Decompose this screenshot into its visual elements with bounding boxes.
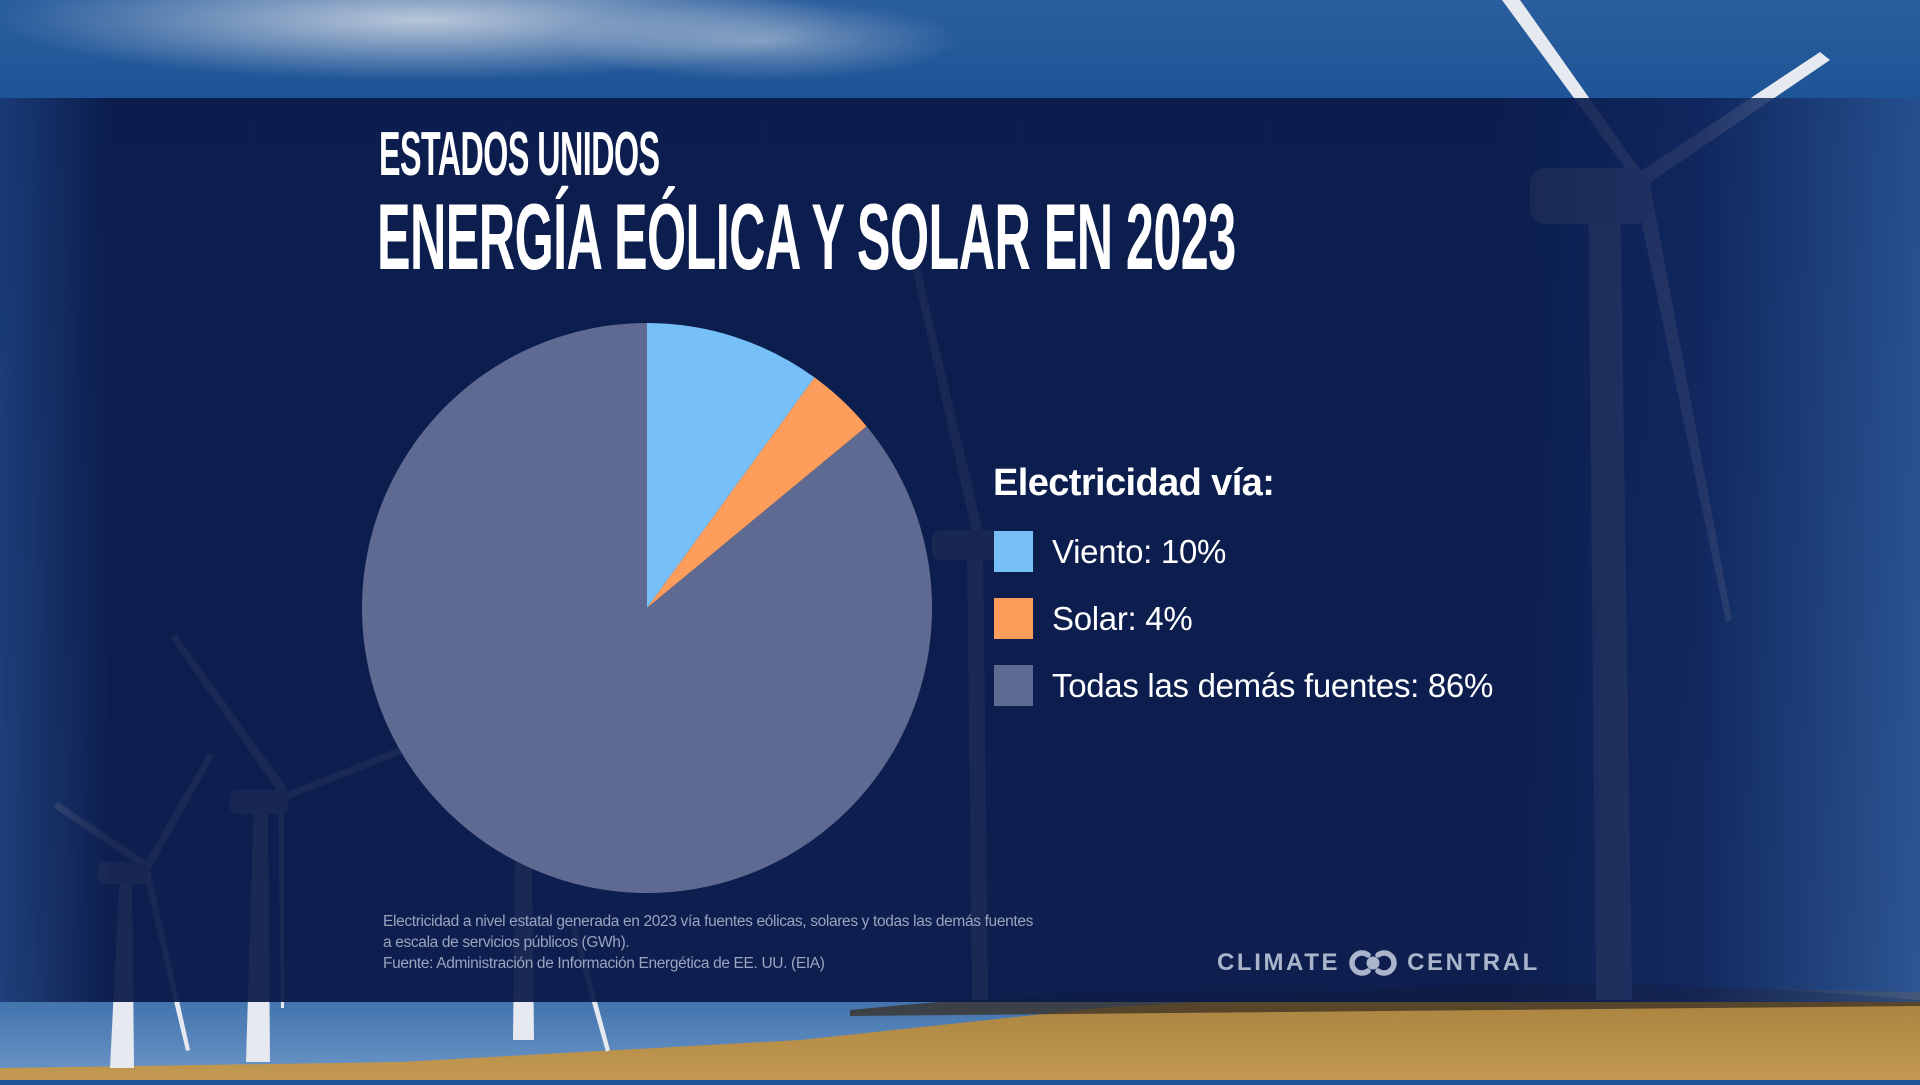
legend-label-solar: Solar: 4% [1052, 600, 1193, 637]
legend: Electricidad vía: Viento: 10% Solar: 4% … [993, 460, 1493, 706]
dark-overlay-band [0, 98, 1920, 1002]
legend-swatch-viento [994, 531, 1033, 572]
pie-slice-other-sources [362, 323, 933, 893]
chart-title: ENERGÍA EÓLICA Y SOLAR EN 2023 [377, 184, 1236, 289]
logo-word-climate: CLIMATE [1217, 949, 1341, 976]
chart-subtitle: ESTADOS UNIDOS [379, 120, 660, 189]
legend-swatch-solar [994, 598, 1033, 639]
source-footnote: Electricidad a nivel estatal generada en… [383, 911, 1033, 974]
legend-label-viento: Viento: 10% [1052, 533, 1227, 570]
logo-word-central: CENTRAL [1407, 949, 1540, 976]
legend-title: Electricidad vía: [993, 462, 1275, 504]
footnote-line-2: a escala de servicios públicos (GWh). [383, 934, 630, 951]
climate-central-logo: CLIMATE CENTRAL [1217, 950, 1540, 976]
footnote-source: Fuente: Administración de Información En… [383, 955, 825, 972]
footnote-line-1: Electricidad a nivel estatal generada en… [383, 913, 1033, 930]
legend-label-other-sources: Todas las demás fuentes: 86% [1052, 667, 1494, 704]
legend-swatch-other-sources [994, 665, 1033, 706]
legend-item-viento: Viento: 10% [994, 531, 1226, 572]
pie-slice-viento [647, 323, 815, 608]
pie-slice-solar [647, 377, 867, 608]
legend-item-solar: Solar: 4% [994, 598, 1193, 639]
climate-central-rings-icon [1348, 950, 1398, 976]
legend-item-other-sources: Todas las demás fuentes: 86% [994, 665, 1493, 706]
